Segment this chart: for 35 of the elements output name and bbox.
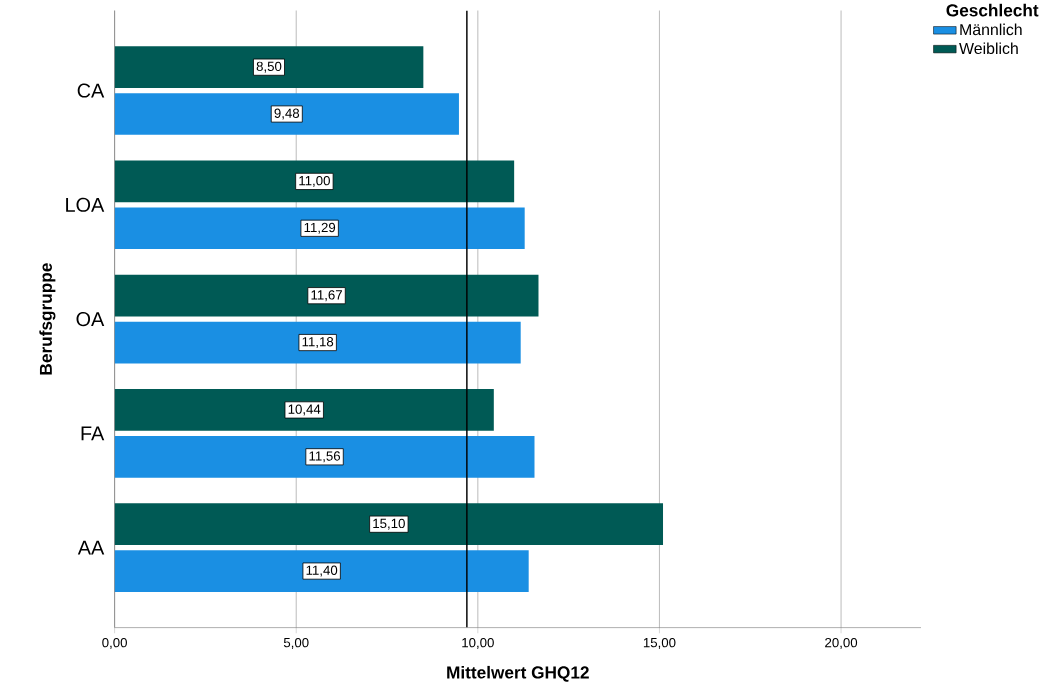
bar xyxy=(114,389,494,431)
data-label: 11,67 xyxy=(311,290,342,302)
y-tick-label: AA xyxy=(77,540,105,555)
bar xyxy=(114,46,424,88)
data-label: 15,10 xyxy=(373,518,405,530)
y-axis-title: Berufsgruppe xyxy=(39,263,56,375)
legend-label: Männlich xyxy=(960,23,1022,36)
x-tick-label: 15,00 xyxy=(643,637,676,649)
y-tick-label: CA xyxy=(77,83,105,98)
data-label: 11,18 xyxy=(302,336,334,348)
bar xyxy=(114,160,515,203)
bar xyxy=(114,321,521,364)
legend-title: Geschlecht xyxy=(946,3,1039,17)
data-label: 11,00 xyxy=(299,175,330,187)
legend-label: Weiblich xyxy=(959,42,1018,54)
y-tick-label: FA xyxy=(81,426,105,441)
x-tick-label: 10,00 xyxy=(462,637,494,649)
x-axis-title: Mittelwert GHQ12 xyxy=(447,665,589,682)
bar xyxy=(114,93,459,135)
bar xyxy=(114,207,525,250)
bar xyxy=(114,435,535,478)
data-label: 9,48 xyxy=(274,108,300,120)
y-tick-label: LOA xyxy=(66,197,105,212)
bar xyxy=(114,274,539,317)
x-tick-label: 20,00 xyxy=(825,637,858,649)
data-label: 10,44 xyxy=(288,404,321,416)
data-label: 11,40 xyxy=(306,565,338,577)
data-label: 11,56 xyxy=(309,451,341,463)
bar xyxy=(114,503,664,545)
y-tick-label: OA xyxy=(76,311,105,327)
data-label: 8,50 xyxy=(256,61,282,73)
x-tick-label: 0,00 xyxy=(102,637,127,649)
x-tick-label: 5,00 xyxy=(283,637,309,649)
data-label: 11,29 xyxy=(304,222,336,234)
bar xyxy=(114,550,529,592)
